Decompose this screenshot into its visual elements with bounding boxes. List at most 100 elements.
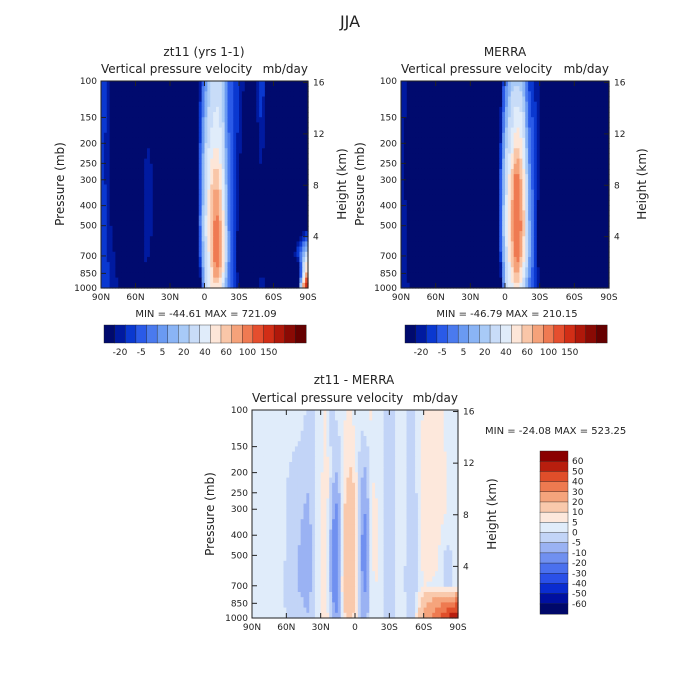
field-cell bbox=[210, 127, 214, 134]
field-cell bbox=[565, 205, 570, 211]
field-cell bbox=[101, 143, 105, 149]
field-cell bbox=[141, 112, 145, 118]
field-cell bbox=[118, 256, 122, 263]
field-cell bbox=[132, 246, 137, 253]
field-cell bbox=[533, 158, 538, 165]
field-cell bbox=[432, 220, 437, 227]
field-cell bbox=[574, 220, 578, 227]
field-cell bbox=[135, 112, 139, 118]
field-cell bbox=[453, 158, 457, 165]
field-cell bbox=[198, 251, 203, 258]
field-cell bbox=[421, 205, 425, 211]
field-cell bbox=[588, 122, 593, 129]
field-cell bbox=[172, 246, 177, 253]
field-cell bbox=[253, 96, 257, 103]
field-cell bbox=[103, 225, 108, 232]
field-cell bbox=[118, 210, 122, 217]
field-cell bbox=[230, 215, 234, 222]
field-cell bbox=[279, 262, 283, 268]
field-cell bbox=[270, 184, 275, 191]
field-cell bbox=[287, 189, 292, 196]
field-cell bbox=[184, 189, 188, 196]
field-cell bbox=[241, 122, 246, 129]
field-cell bbox=[435, 158, 440, 165]
field-cell bbox=[484, 137, 489, 144]
field-cell bbox=[230, 106, 234, 113]
field-cell bbox=[247, 127, 252, 134]
field-cell bbox=[115, 200, 119, 206]
field-cell bbox=[233, 262, 237, 268]
field-cell bbox=[516, 143, 521, 149]
field-cell bbox=[461, 179, 466, 186]
field-cell bbox=[198, 184, 203, 191]
field-cell bbox=[458, 189, 463, 196]
field-cell bbox=[221, 231, 226, 237]
field-cell bbox=[106, 200, 111, 206]
field-cell bbox=[424, 174, 428, 180]
field-cell bbox=[253, 117, 257, 123]
field-cell bbox=[551, 137, 555, 144]
field-cell bbox=[149, 282, 154, 289]
field-cell bbox=[513, 163, 518, 170]
field-cell bbox=[155, 112, 160, 118]
field-cell bbox=[444, 127, 448, 134]
field-cell bbox=[129, 106, 134, 113]
field-cell bbox=[421, 215, 425, 222]
field-cell bbox=[126, 205, 131, 211]
field-cell bbox=[290, 132, 295, 139]
field-cell bbox=[285, 205, 289, 211]
field-cell bbox=[403, 86, 408, 92]
field-cell bbox=[597, 220, 601, 227]
field-cell bbox=[429, 210, 434, 217]
field-cell bbox=[193, 189, 197, 196]
field-cell bbox=[149, 200, 154, 206]
field-cell bbox=[190, 117, 194, 123]
field-cell bbox=[210, 200, 214, 206]
field-cell bbox=[450, 112, 454, 118]
field-cell bbox=[259, 272, 263, 279]
field-cell bbox=[528, 132, 532, 139]
field-cell bbox=[103, 153, 108, 160]
field-cell bbox=[487, 168, 492, 175]
field-cell bbox=[141, 137, 145, 144]
field-cell bbox=[158, 168, 162, 175]
field-cell bbox=[444, 179, 448, 186]
field-cell bbox=[516, 153, 521, 160]
field-cell bbox=[178, 174, 183, 180]
field-cell bbox=[264, 96, 269, 103]
field-cell bbox=[244, 267, 249, 274]
field-cell bbox=[178, 101, 183, 108]
field-cell bbox=[198, 122, 203, 129]
field-cell bbox=[227, 174, 231, 180]
field-cell bbox=[597, 148, 601, 155]
field-cell bbox=[172, 112, 177, 118]
field-cell bbox=[542, 148, 547, 155]
field-cell bbox=[435, 184, 440, 191]
field-cell bbox=[455, 96, 460, 103]
field-cell bbox=[101, 277, 105, 284]
field-cell bbox=[519, 174, 523, 180]
field-cell bbox=[447, 112, 451, 118]
field-cell bbox=[224, 143, 229, 149]
field-cell bbox=[571, 112, 575, 118]
field-cell bbox=[415, 200, 419, 206]
field-cell bbox=[565, 143, 570, 149]
field-cell bbox=[600, 184, 604, 191]
field-cell bbox=[230, 174, 234, 180]
field-cell bbox=[533, 96, 538, 103]
field-cell bbox=[164, 168, 168, 175]
field-cell bbox=[296, 91, 300, 98]
field-cell bbox=[161, 200, 165, 206]
field-cell bbox=[453, 127, 457, 134]
field-cell bbox=[453, 174, 457, 180]
field-cell bbox=[112, 241, 116, 248]
field-cell bbox=[403, 132, 408, 139]
field-cell bbox=[533, 215, 538, 222]
field-cell bbox=[247, 246, 252, 253]
field-cell bbox=[184, 231, 188, 237]
field-cell bbox=[138, 256, 142, 263]
field-cell bbox=[536, 215, 541, 222]
field-cell bbox=[455, 91, 460, 98]
field-cell bbox=[101, 179, 105, 186]
field-cell bbox=[510, 96, 515, 103]
